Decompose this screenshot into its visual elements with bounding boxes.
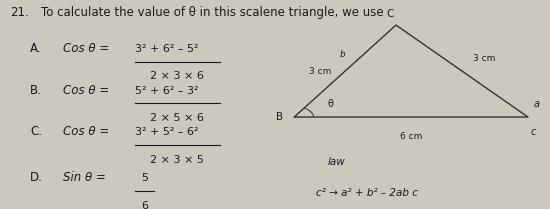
Text: a: a [534, 99, 540, 109]
Text: θ: θ [327, 99, 333, 109]
Text: Cos θ =: Cos θ = [63, 84, 109, 97]
Text: 6: 6 [141, 201, 148, 209]
Text: b: b [339, 50, 345, 59]
Text: c: c [531, 127, 536, 138]
Text: 21.: 21. [10, 6, 29, 19]
Text: Sin θ =: Sin θ = [63, 171, 106, 184]
Text: C: C [387, 9, 394, 19]
Text: 6 cm: 6 cm [400, 132, 422, 141]
Text: 2 × 5 × 6: 2 × 5 × 6 [151, 113, 204, 123]
Text: 5² + 6² – 3²: 5² + 6² – 3² [135, 86, 198, 96]
Text: 3² + 6² – 5²: 3² + 6² – 5² [135, 44, 198, 54]
Text: c² → a² + b² – 2ab c: c² → a² + b² – 2ab c [316, 188, 418, 198]
Text: B: B [276, 112, 283, 122]
Text: 5: 5 [141, 173, 148, 184]
Text: 3 cm: 3 cm [473, 54, 496, 63]
Text: 2 × 3 × 6: 2 × 3 × 6 [151, 71, 204, 81]
Text: Cos θ =: Cos θ = [63, 125, 109, 138]
Text: A.: A. [30, 42, 42, 55]
Text: D.: D. [30, 171, 43, 184]
Text: 3 cm: 3 cm [309, 66, 331, 76]
Text: 2 × 3 × 5: 2 × 3 × 5 [151, 155, 204, 165]
Text: B.: B. [30, 84, 42, 97]
Text: 3² + 5² – 6²: 3² + 5² – 6² [135, 127, 198, 138]
Text: To calculate the value of θ in this scalene triangle, we use: To calculate the value of θ in this scal… [41, 6, 384, 19]
Text: Cos θ =: Cos θ = [63, 42, 109, 55]
Text: law: law [327, 157, 345, 167]
Text: C.: C. [30, 125, 42, 138]
